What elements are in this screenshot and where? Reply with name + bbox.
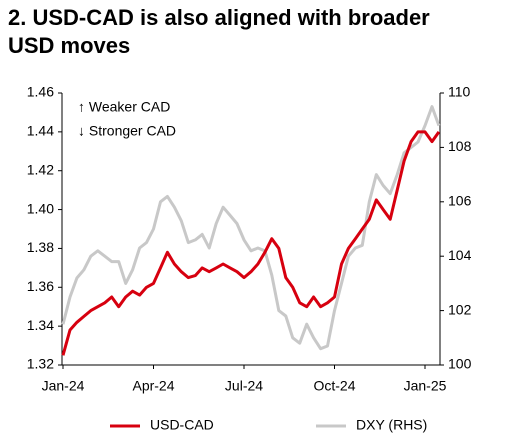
y-tick-label: 1.46 bbox=[27, 84, 54, 100]
y2-tick-label: 110 bbox=[448, 84, 471, 100]
y2-tick-label: 100 bbox=[448, 356, 472, 372]
series-line bbox=[61, 130, 441, 356]
x-tick-label: Jan-25 bbox=[404, 378, 447, 394]
y-tick-label: 1.40 bbox=[27, 200, 54, 216]
series-line bbox=[61, 105, 441, 351]
y-tick-label: 1.44 bbox=[27, 123, 54, 139]
y-tick-label: 1.34 bbox=[27, 317, 54, 333]
x-tick-label: Apr-24 bbox=[132, 378, 174, 394]
chart-title: 2. USD-CAD is also aligned with broader … bbox=[8, 5, 430, 58]
y2-tick-label: 102 bbox=[448, 301, 472, 317]
x-tick-label: Jan-24 bbox=[42, 378, 85, 394]
y-tick-label: 1.42 bbox=[27, 161, 54, 177]
legend-label: USD-CAD bbox=[150, 417, 214, 433]
y-tick-label: 1.36 bbox=[27, 278, 54, 294]
legend-label: DXY (RHS) bbox=[356, 417, 427, 433]
y-tick-label: 1.38 bbox=[27, 239, 54, 255]
y2-tick-label: 104 bbox=[448, 247, 472, 263]
annotation: ↑ Weaker CAD bbox=[78, 99, 170, 115]
x-tick-label: Oct-24 bbox=[313, 378, 355, 394]
y-tick-label: 1.32 bbox=[27, 356, 54, 372]
x-tick-label: Jul-24 bbox=[225, 378, 263, 394]
y2-tick-label: 108 bbox=[448, 138, 472, 154]
annotation: ↓ Stronger CAD bbox=[78, 123, 176, 139]
y2-tick-label: 106 bbox=[448, 193, 472, 209]
